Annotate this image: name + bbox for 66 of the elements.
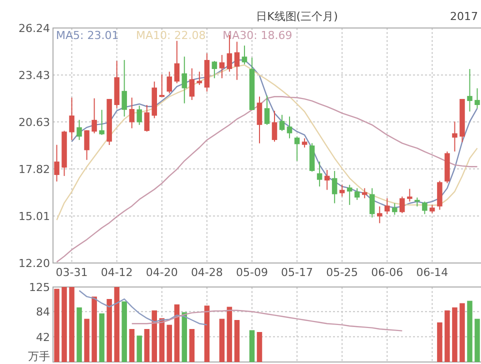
candlestick — [69, 97, 74, 140]
candlestick — [392, 202, 398, 216]
x-tick-label: 04-12 — [100, 266, 133, 279]
y-tick-label: 12.20 — [18, 257, 50, 270]
candlestick — [136, 105, 142, 126]
x-tick-label: 03-31 — [56, 266, 88, 279]
candlestick — [467, 68, 472, 112]
y-tick-label: 125 — [29, 281, 50, 294]
text: 2017 — [450, 10, 478, 23]
x-tick-label: 05-25 — [326, 266, 358, 279]
y-tick-label: 23.43 — [18, 69, 50, 82]
y-tick-label: 42 — [36, 330, 50, 344]
x-tick-label: 05-09 — [236, 266, 268, 279]
candlestick — [256, 96, 262, 144]
candlestick — [332, 170, 338, 204]
y-tick-label: 84 — [36, 306, 50, 319]
candlestick — [76, 119, 82, 140]
candlestick — [54, 144, 60, 182]
candlestick — [362, 188, 368, 199]
candlestick — [182, 56, 188, 104]
candlestick — [189, 68, 195, 100]
candlestick — [129, 97, 134, 129]
candlestick — [264, 95, 270, 126]
x-tick-label: 04-20 — [146, 266, 178, 279]
candlestick — [369, 188, 375, 218]
candlestick — [212, 60, 218, 79]
candlestick — [286, 116, 292, 139]
candlestick — [400, 196, 405, 214]
text: MA5: 23.01 — [56, 29, 119, 42]
candlestick — [316, 161, 322, 188]
candlestick — [474, 88, 480, 109]
candlestick — [279, 114, 285, 132]
chart-title: 日K线图(三个月) — [256, 10, 338, 23]
candlestick — [144, 104, 150, 132]
candlestick — [452, 121, 458, 152]
candlestick — [377, 206, 382, 224]
candlestick — [159, 74, 165, 98]
x-tick-label: 06-14 — [416, 266, 448, 279]
candlestick — [242, 45, 248, 65]
candlestick — [354, 188, 360, 200]
y-tick-label: 26.24 — [18, 22, 50, 35]
y-tick-label: 20.63 — [18, 116, 50, 129]
candlestick — [324, 169, 330, 190]
candlestick — [99, 109, 104, 136]
candlestick — [422, 201, 428, 215]
candlestick — [166, 71, 172, 94]
candlestick — [84, 130, 90, 160]
candlestick — [234, 41, 240, 80]
y-tick-label: 17.82 — [18, 162, 50, 176]
candlestick — [122, 59, 127, 118]
y-tick-label: 15.01 — [18, 210, 50, 223]
x-tick-label: 04-28 — [190, 266, 223, 279]
candlestick — [384, 198, 390, 215]
candlestick — [294, 136, 300, 162]
text: MA10: 22.08 — [136, 29, 206, 42]
candlestick — [407, 188, 412, 202]
candlestick — [272, 110, 278, 142]
candlestick — [174, 40, 180, 84]
x-tick-label: 06-06 — [371, 266, 404, 279]
candlestick — [346, 184, 352, 206]
x-tick-label: 05-17 — [281, 266, 314, 279]
candlestick — [219, 54, 225, 79]
y-axis-title: 万手 — [28, 350, 50, 363]
candlestick — [302, 138, 308, 148]
text: MA30: 18.69 — [222, 29, 292, 42]
candlestick — [92, 98, 97, 134]
